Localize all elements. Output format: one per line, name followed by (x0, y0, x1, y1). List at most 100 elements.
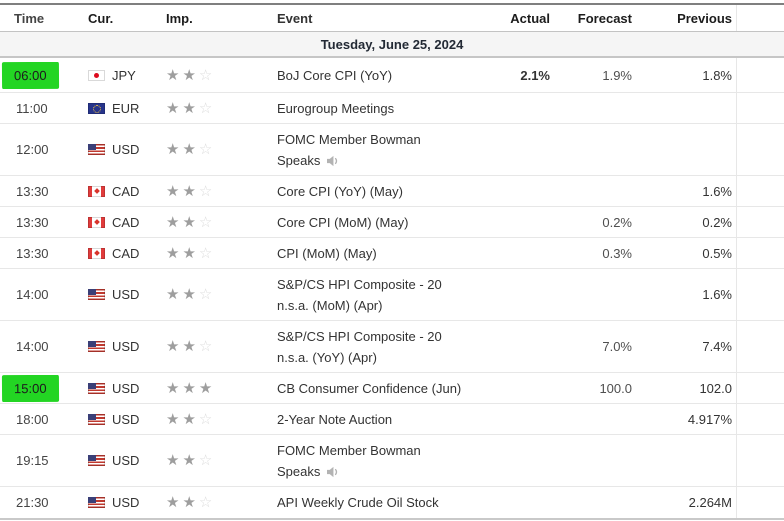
event-currency: USD (80, 142, 158, 157)
country-flag-icon (88, 216, 105, 228)
event-currency: USD (80, 495, 158, 510)
event-currency: CAD (80, 184, 158, 199)
event-currency: USD (80, 287, 158, 302)
speaker-icon (327, 155, 338, 166)
row-extra-cell (736, 435, 783, 486)
importance-stars: ★★☆ (158, 142, 269, 157)
currency-code: USD (112, 380, 140, 396)
star-rating-icon: ★★★ (166, 380, 216, 396)
event-row[interactable]: 15:00 USD ★★★ CB Consumer Confidence (Ju… (0, 373, 784, 404)
event-row[interactable]: 13:30 CAD ★★☆ CPI (MoM) (May) 0.3% 0.5% (0, 238, 784, 269)
event-forecast: 1.9% (602, 67, 632, 83)
event-name[interactable]: Eurogroup Meetings (277, 100, 395, 116)
column-header-previous: Previous (677, 11, 732, 26)
country-flag-icon (88, 185, 105, 197)
event-currency: CAD (80, 246, 158, 261)
event-name[interactable]: API Weekly Crude Oil Stock (277, 495, 439, 510)
column-header-event: Event (277, 11, 313, 26)
star-rating-icon: ★★☆ (166, 411, 216, 427)
event-rows-container: 06:00 JPY ★★☆ BoJ Core CPI (YoY) 2.1% 1.… (0, 58, 784, 518)
importance-stars: ★★☆ (158, 215, 269, 230)
event-row[interactable]: 14:00 USD ★★☆ S&P/CS HPI Composite - 20 n… (0, 321, 784, 373)
event-time: 13:30 (16, 245, 49, 261)
date-band: Tuesday, June 25, 2024 (0, 32, 784, 58)
importance-stars: ★★☆ (158, 412, 269, 427)
star-rating-icon: ★★☆ (166, 453, 216, 468)
event-row[interactable]: 12:00 USD ★★☆ FOMC Member Bowman Speaks (0, 124, 784, 176)
event-row[interactable]: 06:00 JPY ★★☆ BoJ Core CPI (YoY) 2.1% 1.… (0, 58, 784, 93)
event-name[interactable]: Core CPI (MoM) (May) (277, 214, 409, 230)
event-row[interactable]: 19:15 USD ★★☆ FOMC Member Bowman Speaks (0, 435, 784, 487)
event-previous: 0.2% (702, 214, 732, 230)
event-row[interactable]: 21:30 USD ★★☆ API Weekly Crude Oil Stock… (0, 487, 784, 518)
event-time: 14:00 (16, 339, 49, 354)
row-extra-cell (736, 487, 783, 518)
event-currency: CAD (80, 215, 158, 230)
event-previous: 1.8% (702, 67, 732, 83)
star-rating-icon: ★★☆ (166, 214, 216, 230)
event-currency: USD (80, 339, 158, 354)
speaker-icon (327, 466, 338, 477)
country-flag-icon (88, 69, 105, 81)
event-name[interactable]: CB Consumer Confidence (Jun) (277, 380, 462, 396)
country-flag-icon (88, 382, 105, 394)
star-rating-icon: ★★☆ (166, 245, 216, 261)
importance-stars: ★★☆ (158, 453, 269, 468)
column-header-time: Time (14, 11, 45, 26)
importance-stars: ★★☆ (158, 495, 269, 510)
event-row[interactable]: 13:30 CAD ★★☆ Core CPI (MoM) (May) 0.2% … (0, 207, 784, 238)
column-header-importance: Imp. (166, 11, 193, 26)
row-extra-cell (736, 404, 783, 434)
event-currency: JPY (80, 68, 158, 83)
country-flag-icon (88, 455, 105, 466)
row-extra-cell (736, 321, 783, 372)
event-previous: 4.917% (687, 411, 732, 427)
currency-code: USD (112, 453, 140, 468)
star-rating-icon: ★★☆ (166, 183, 216, 199)
event-previous: 2.264M (688, 495, 732, 510)
event-previous: 7.4% (702, 339, 732, 354)
event-previous: 0.5% (702, 245, 732, 261)
row-extra-cell (736, 269, 783, 320)
event-time: 14:00 (16, 287, 49, 302)
row-extra-cell (736, 238, 783, 268)
event-name[interactable]: FOMC Member Bowman Speaks (277, 442, 421, 479)
row-extra-cell (736, 373, 783, 403)
event-currency: USD (80, 412, 158, 427)
star-rating-icon: ★★☆ (166, 100, 216, 116)
event-time: 12:00 (16, 142, 49, 157)
event-time: 11:00 (16, 100, 48, 116)
event-row[interactable]: 14:00 USD ★★☆ S&P/CS HPI Composite - 20 n… (0, 269, 784, 321)
event-row[interactable]: 11:00 EUR ★★☆ Eurogroup Meetings (0, 93, 784, 124)
event-name[interactable]: CPI (MoM) (May) (277, 245, 377, 261)
column-header-currency: Cur. (88, 11, 114, 26)
event-row[interactable]: 18:00 USD ★★☆ 2-Year Note Auction 4.917% (0, 404, 784, 435)
row-extra-cell (736, 58, 783, 92)
importance-stars: ★★☆ (158, 287, 269, 302)
importance-stars: ★★☆ (158, 101, 269, 116)
event-actual: 2.1% (520, 67, 550, 83)
event-previous: 102.0 (699, 380, 732, 396)
event-time: 15:00 (0, 374, 80, 402)
importance-stars: ★★☆ (158, 246, 269, 261)
row-extra-cell (736, 176, 783, 206)
event-name[interactable]: 2-Year Note Auction (277, 411, 393, 427)
event-currency: USD (80, 381, 158, 396)
event-time: 19:15 (16, 453, 49, 468)
row-extra-cell (736, 207, 783, 237)
event-name[interactable]: Core CPI (YoY) (May) (277, 183, 403, 199)
event-name[interactable]: S&P/CS HPI Composite - 20 n.s.a. (MoM) (A… (277, 276, 442, 313)
event-time: 18:00 (16, 411, 49, 427)
event-time: 13:30 (16, 183, 49, 199)
event-name[interactable]: S&P/CS HPI Composite - 20 n.s.a. (YoY) (A… (277, 328, 442, 365)
event-name[interactable]: BoJ Core CPI (YoY) (277, 67, 393, 83)
currency-code: USD (112, 287, 140, 302)
event-currency: USD (80, 453, 158, 468)
event-name[interactable]: FOMC Member Bowman Speaks (277, 131, 421, 168)
country-flag-icon (88, 413, 105, 425)
currency-code: CAD (112, 245, 140, 261)
currency-code: USD (112, 339, 140, 354)
importance-stars: ★★☆ (158, 184, 269, 199)
currency-code: USD (112, 411, 140, 427)
event-row[interactable]: 13:30 CAD ★★☆ Core CPI (YoY) (May) 1.6% (0, 176, 784, 207)
